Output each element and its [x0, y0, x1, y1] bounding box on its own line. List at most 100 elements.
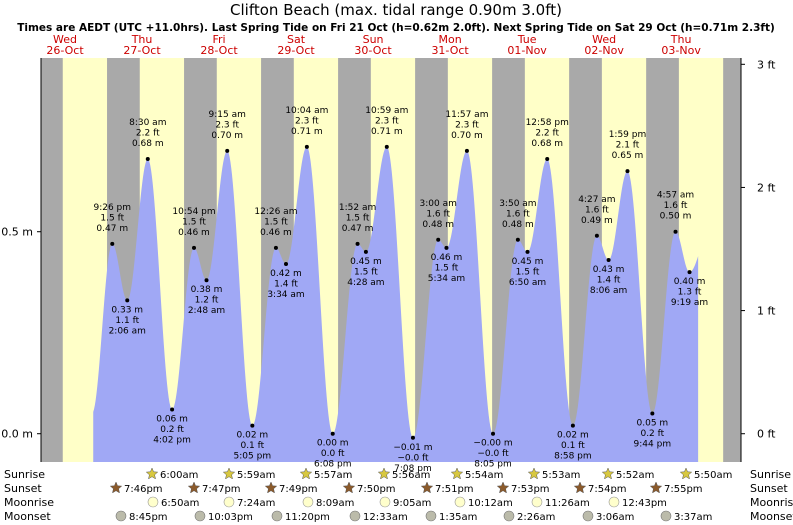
high-tide-label: 0.50 m [660, 212, 692, 222]
moonset-icon [271, 510, 283, 522]
low-tide-label: 8:05 pm [474, 460, 512, 470]
high-tide-label: 1.6 ft [426, 209, 450, 219]
sunset-label-left: Sunset [4, 482, 42, 495]
low-tide-label: 0.38 m [191, 285, 223, 295]
left-tick-label: 0.0 m [1, 428, 33, 441]
high-tide-label: 2.2 ft [535, 129, 559, 139]
day-name: Wed [592, 33, 616, 46]
day-date: 01-Nov [507, 44, 547, 57]
high-tide-label: 9:26 pm [93, 203, 131, 213]
tide-point [125, 298, 130, 303]
tide-point [625, 169, 630, 174]
right-tick-label: 1 ft [757, 305, 776, 318]
low-tide-label: 9:19 am [671, 298, 708, 308]
day-name: Mon [438, 33, 461, 46]
low-tide-label: −0.0 ft [397, 453, 429, 463]
tide-point [673, 229, 678, 234]
sunrise-time: 5:56am [392, 470, 430, 481]
moonrise-icon [454, 496, 466, 508]
high-tide-label: 1.5 ft [346, 213, 370, 223]
right-tick-label: 3 ft [757, 58, 776, 71]
low-tide-label: 0.06 m [156, 414, 188, 424]
low-tide-label: 0.0 ft [321, 449, 345, 459]
low-tide-label: 7:08 pm [394, 464, 432, 474]
chart-subtitle: Times are AEDT (UTC +11.0hrs). Last Spri… [17, 22, 775, 34]
sunrise-time: 5:54am [465, 470, 503, 481]
sunset-icon [649, 481, 663, 494]
moonset-icon [660, 510, 672, 522]
low-tide-label: 0.46 m [431, 253, 463, 263]
sunset-time: 7:53pm [511, 484, 550, 495]
low-tide-label: 0.43 m [593, 265, 625, 275]
low-tide-label: 4:28 am [347, 278, 384, 288]
low-tide-label: 2:06 am [109, 326, 146, 336]
sunrise-time: 5:57am [314, 470, 352, 481]
high-tide-label: 0.71 m [291, 127, 323, 137]
tide-point [145, 157, 150, 161]
high-tide-label: 0.68 m [132, 139, 164, 149]
high-tide-label: 1.5 ft [182, 217, 206, 227]
sunset-icon [342, 481, 356, 494]
low-tide-label: 1.5 ft [516, 267, 540, 277]
tide-point [464, 148, 469, 153]
high-tide-label: 8:30 am [129, 118, 166, 128]
high-tide-label: 2.3 ft [215, 120, 239, 130]
high-tide-label: 1.5 ft [264, 217, 288, 227]
low-tide-label: 0.42 m [270, 269, 302, 279]
high-tide-label: 0.49 m [581, 216, 613, 226]
tide-point [250, 423, 255, 428]
day-header: Wed26-OctThu27-OctFri28-OctSat29-OctSun3… [46, 33, 701, 57]
tide-point [384, 144, 389, 149]
tide-point [436, 237, 441, 242]
moonset-time: 3:37am [674, 512, 712, 523]
moonset-time: 1:35am [439, 512, 477, 523]
low-tide-label: 5:05 pm [234, 452, 272, 462]
sunrise-icon [450, 467, 464, 480]
low-tide-label: −0.0 ft [477, 449, 509, 459]
low-tide-label: 0.1 ft [240, 441, 264, 451]
high-tide-label: 1.5 ft [100, 213, 124, 223]
high-tide-label: 2.2 ft [136, 129, 160, 139]
axes: 0.0 m 0.5 m 0 ft 1 ft 2 ft 3 ft [1, 58, 776, 462]
high-tide-label: 0.65 m [612, 151, 644, 161]
tide-point [355, 241, 360, 246]
sunset-time: 7:50pm [357, 484, 396, 495]
sunset-time: 7:47pm [202, 484, 241, 495]
high-tide-label: 0.46 m [260, 228, 292, 238]
day-name: Sun [363, 33, 384, 46]
tide-point [304, 144, 309, 149]
day-date: 29-Oct [277, 44, 315, 57]
sunrise-icon [299, 467, 313, 480]
low-tide-label: 0.02 m [557, 431, 589, 441]
tide-point [330, 431, 335, 436]
low-tide-label: 8:06 am [590, 286, 627, 296]
moonrise-label-right: Moonrise [750, 496, 793, 509]
right-tick-label: 2 ft [757, 181, 776, 194]
sunrise-time: 5:59am [237, 470, 275, 481]
high-tide-label: 2.3 ft [375, 116, 399, 126]
moonrise-icon [223, 496, 235, 508]
moonrise-time: 9:05am [393, 498, 431, 509]
tide-point [545, 157, 550, 161]
sunset-icon [109, 481, 123, 494]
low-tide-label: 8:58 pm [554, 452, 592, 462]
high-tide-label: 12:26 am [254, 207, 297, 217]
sunrise-time: 5:52am [616, 470, 654, 481]
high-tide-label: 10:59 am [365, 106, 408, 116]
tide-point [525, 249, 530, 254]
left-tick-label: 0.5 m [1, 226, 33, 239]
tide-curve [93, 146, 699, 462]
right-tick-label: 0 ft [757, 428, 776, 441]
low-tide-label: 1.5 ft [354, 267, 378, 277]
moonset-time: 12:33am [363, 512, 408, 523]
chart-title: Clifton Beach (max. tidal range 0.90m 3.… [230, 1, 562, 19]
low-tide-label: 0.2 ft [640, 429, 664, 439]
moonset-label-left: Moonset [4, 510, 51, 523]
day-date: 02-Nov [584, 44, 624, 57]
sunrise-icon [601, 467, 615, 480]
high-tide-label: 4:57 am [657, 191, 694, 201]
high-tide-label: 0.68 m [531, 139, 563, 149]
low-tide-label: 0.40 m [674, 277, 706, 287]
moonrise-time: 7:24am [237, 498, 275, 509]
